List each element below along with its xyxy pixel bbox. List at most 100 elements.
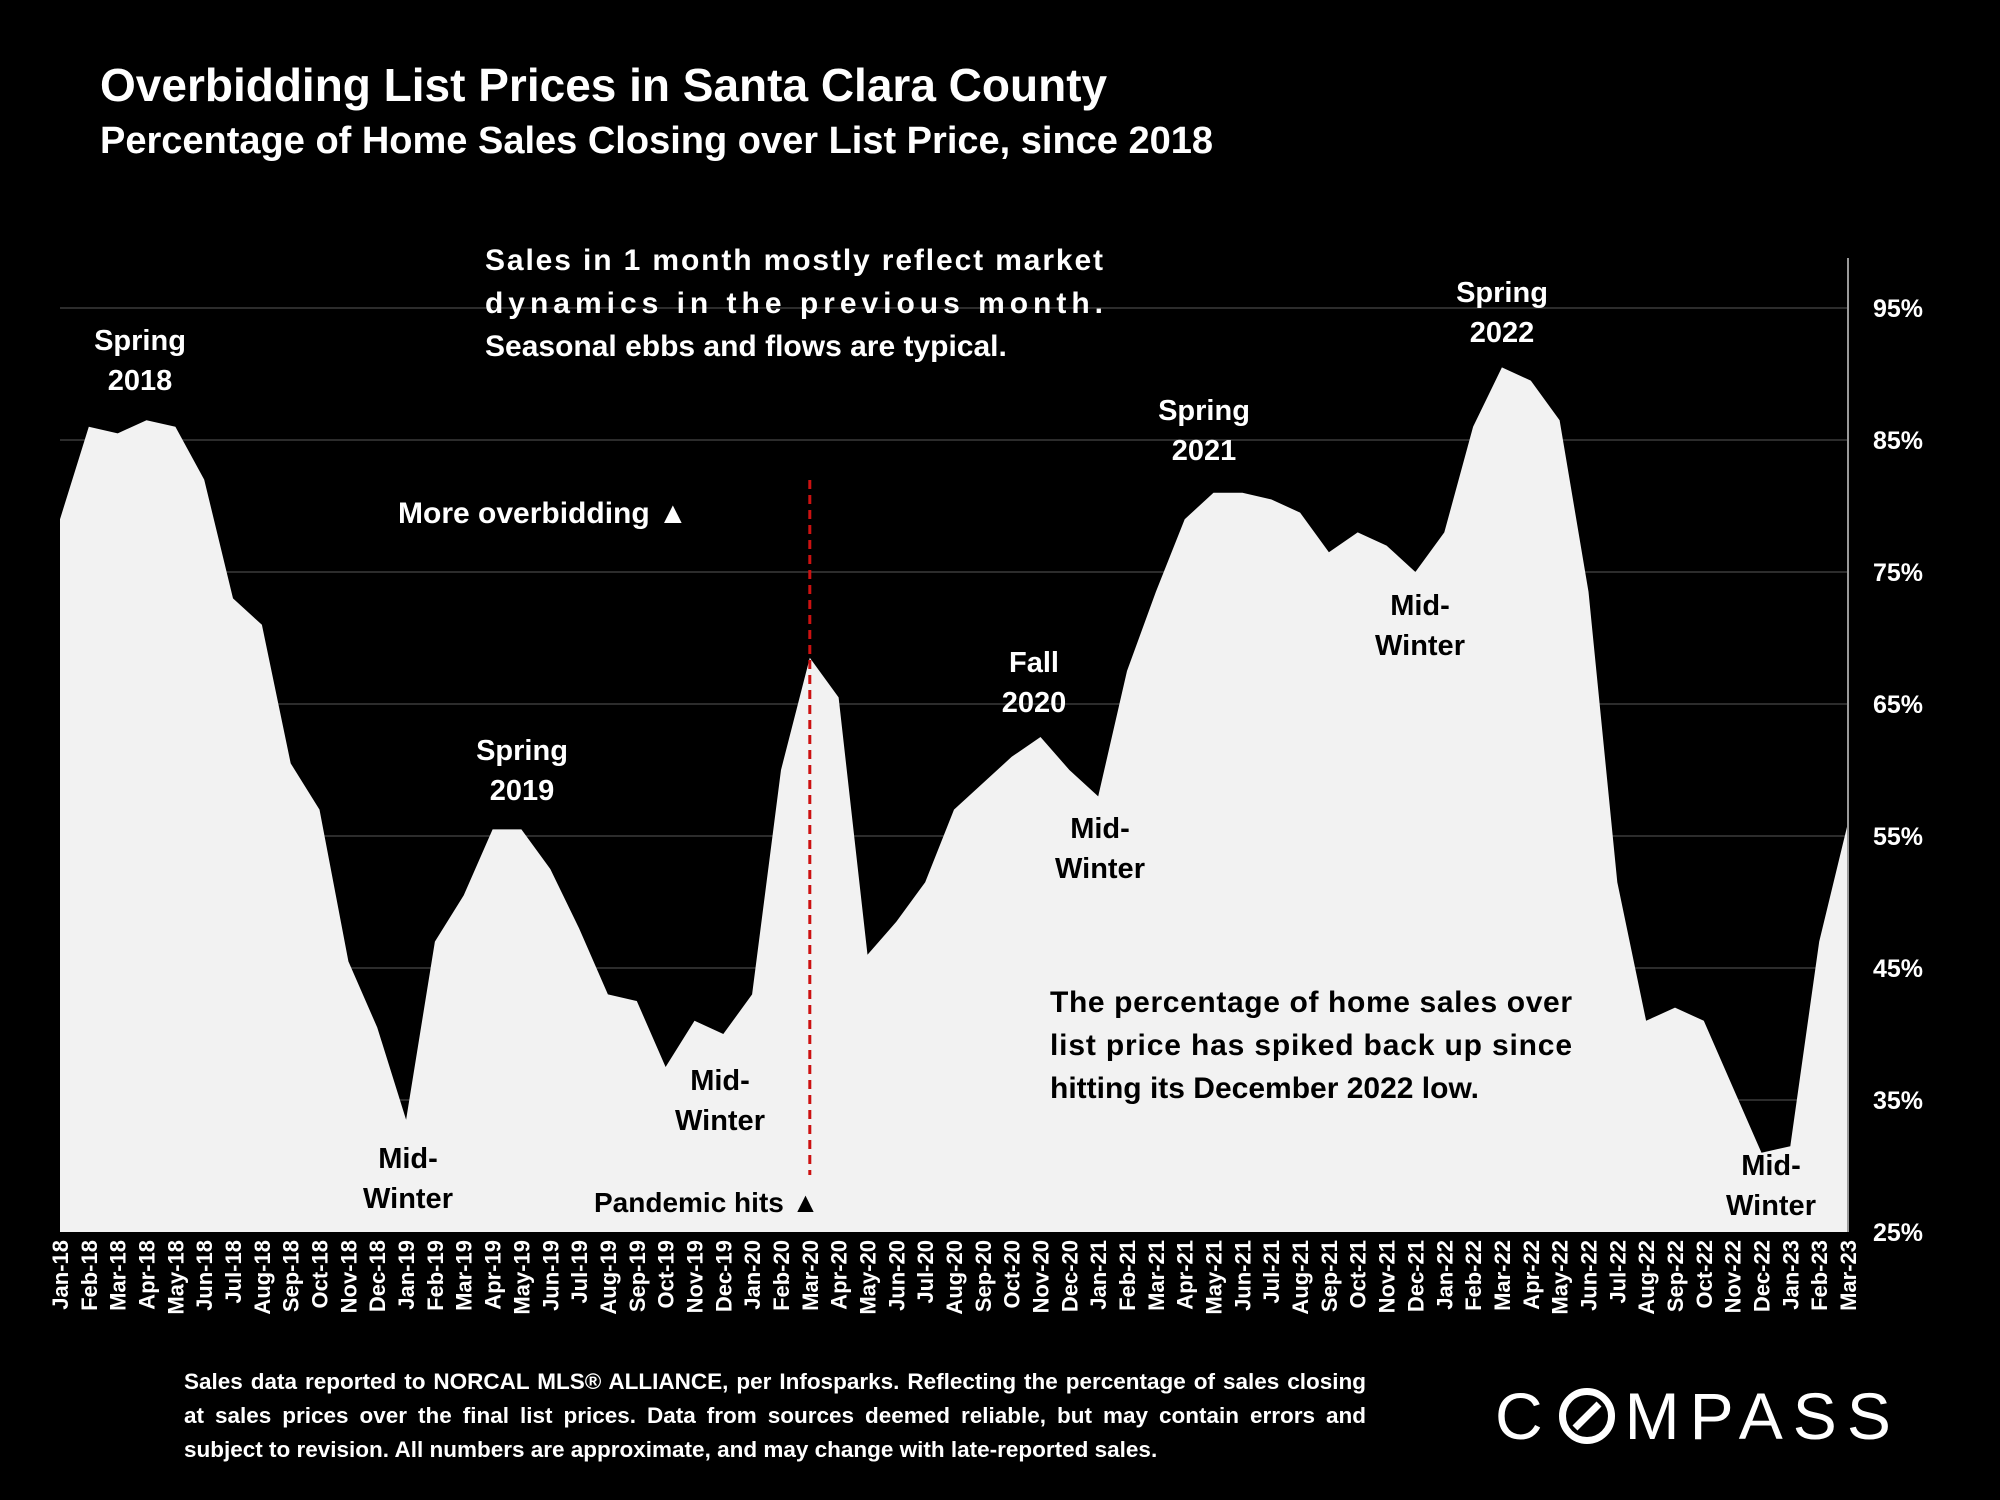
note-top-line: Sales in 1 month mostly reflect market (485, 244, 1103, 277)
source-footnote: Sales data reported to NORCAL MLS® ALLIA… (184, 1369, 1366, 1462)
y-tick-label: 95% (1873, 295, 1923, 323)
x-tick-label: May-22 (1548, 1240, 1573, 1315)
x-tick-label: Sep-19 (625, 1240, 650, 1312)
season-annotations: Spring 2018 Mid- Winter Spring 2019 Mid- Winter… (94, 277, 1816, 1222)
x-tick-label: Aug-18 (250, 1240, 275, 1315)
x-tick-label: Jun-19 (538, 1240, 563, 1311)
x-tick-label: Feb-20 (769, 1240, 794, 1311)
x-tick-label: May-20 (855, 1240, 880, 1315)
y-tick-label: 65% (1873, 691, 1923, 719)
x-tick-label: Oct-19 (654, 1240, 679, 1308)
x-tick-label: Feb-19 (423, 1240, 448, 1311)
x-tick-label: Jan-21 (1086, 1240, 1111, 1310)
annotation-spring2018: 2018 (108, 365, 173, 397)
x-tick-label: Nov-19 (682, 1240, 707, 1313)
x-tick-label: Feb-22 (1461, 1240, 1486, 1311)
x-tick-label: Mar-19 (452, 1240, 477, 1311)
x-tick-label: Feb-23 (1807, 1240, 1832, 1311)
x-tick-label: Jun-18 (192, 1240, 217, 1311)
x-tick-label: Sep-20 (971, 1240, 996, 1312)
x-tick-label: Apr-20 (827, 1240, 852, 1310)
x-tick-label: Dec-21 (1403, 1240, 1428, 1312)
annotation-spring2019: 2019 (490, 775, 555, 807)
x-tick-label: Aug-22 (1634, 1240, 1659, 1315)
x-tick-label: Dec-18 (365, 1240, 390, 1312)
x-tick-label: Dec-19 (711, 1240, 736, 1312)
annotation-midwinter2023: Mid- (1741, 1150, 1801, 1182)
x-tick-label: Feb-21 (1115, 1240, 1140, 1311)
annotation-midwinter2022: Winter (1375, 630, 1465, 662)
annotation-spring2021: 2021 (1172, 435, 1237, 467)
x-tick-label: Aug-20 (942, 1240, 967, 1315)
y-tick-label: 25% (1873, 1219, 1923, 1247)
annotation-midwinter2020: Mid- (690, 1065, 750, 1097)
x-tick-label: May-19 (509, 1240, 534, 1315)
x-tick-label: Nov-21 (1375, 1240, 1400, 1313)
annotation-spring2022: Spring (1456, 277, 1548, 309)
x-tick-label: Mar-22 (1490, 1240, 1515, 1311)
y-tick-label: 55% (1873, 823, 1923, 851)
chart-subtitle: Percentage of Home Sales Closing over Li… (100, 120, 1214, 162)
note-top-line: Seasonal ebbs and flows are typical. (485, 330, 1007, 363)
x-tick-label: May-18 (163, 1240, 188, 1315)
overbid-area-series (60, 367, 1848, 1232)
x-tick-label: Sep-18 (279, 1240, 304, 1312)
x-tick-label: Jul-22 (1605, 1240, 1630, 1304)
x-tick-label: Aug-21 (1288, 1240, 1313, 1315)
y-tick-labels: 25% 35% 45% 55% 65% 75% 85% 95% (1873, 295, 1923, 1247)
area-chart: 25%35%45%55%65%75%85%95% Jan-18 Feb-18 Mar… (48, 244, 1923, 1315)
y-tick-label: 75% (1873, 559, 1923, 587)
annotation-fall2020: Fall (1009, 647, 1059, 679)
note-bottom-line: list price has spiked back up since (1050, 1029, 1572, 1062)
x-tick-label: Aug-19 (596, 1240, 621, 1315)
compass-logo: C MPASS (1495, 1378, 1901, 1454)
y-tick-label: 85% (1873, 427, 1923, 455)
x-tick-label: Oct-20 (1000, 1240, 1025, 1308)
annotation-fall2020: 2020 (1002, 687, 1067, 719)
x-tick-label: Jul-18 (221, 1240, 246, 1304)
x-tick-label: Jun-21 (1230, 1240, 1255, 1311)
x-tick-label: Dec-20 (1057, 1240, 1082, 1312)
x-tick-labels: Jan-18 Feb-18 Mar-18 Apr-18 May-18 Jun-18 Jul-… (48, 1240, 1861, 1315)
x-tick-label: Jan-18 (48, 1240, 73, 1310)
annotation-midwinter2020: Winter (675, 1105, 765, 1137)
note-bottom-line: The percentage of home sales over (1050, 986, 1572, 1019)
annotation-midwinter2021: Mid- (1070, 813, 1130, 845)
annotation-midwinter2021: Winter (1055, 853, 1145, 885)
x-tick-label: Sep-22 (1663, 1240, 1688, 1312)
chart-notes: Sales in 1 month mostly reflect market dy… (398, 244, 1572, 1218)
x-tick-label: Mar-18 (106, 1240, 131, 1311)
annotation-midwinter2019: Mid- (378, 1143, 438, 1175)
note-top-line: dynamics in the previous month. (485, 287, 1103, 320)
annotation-midwinter2023: Winter (1726, 1190, 1816, 1222)
annotation-midwinter2022: Mid- (1390, 590, 1450, 622)
x-tick-label: Mar-20 (798, 1240, 823, 1311)
x-tick-label: Oct-18 (308, 1240, 333, 1308)
x-tick-label: Jun-22 (1576, 1240, 1601, 1311)
x-tick-label: Apr-21 (1173, 1240, 1198, 1310)
x-tick-label: Nov-18 (336, 1240, 361, 1313)
x-tick-label: Jan-22 (1432, 1240, 1457, 1310)
x-tick-label: Apr-18 (135, 1240, 160, 1310)
x-tick-label: Oct-21 (1346, 1240, 1371, 1308)
annotation-spring2019: Spring (476, 735, 568, 767)
annotation-spring2021: Spring (1158, 395, 1250, 427)
logo-text-after: MPASS (1624, 1379, 1901, 1453)
annotation-spring2018: Spring (94, 325, 186, 357)
x-tick-label: Jan-19 (394, 1240, 419, 1310)
x-tick-label: Apr-22 (1519, 1240, 1544, 1310)
x-tick-label: Sep-21 (1317, 1240, 1342, 1312)
chart-title: Overbidding List Prices in Santa Clara C… (100, 59, 1108, 111)
compass-o-icon (1558, 1388, 1615, 1444)
y-tick-label: 35% (1873, 1087, 1923, 1115)
x-tick-label: Mar-21 (1144, 1240, 1169, 1311)
logo-text-before: C (1495, 1379, 1553, 1453)
annotation-spring2022: 2022 (1470, 317, 1535, 349)
x-tick-label: Jul-20 (913, 1240, 938, 1304)
more-overbidding-label: More overbidding ▲ (398, 497, 688, 530)
x-tick-label: Jan-20 (740, 1240, 765, 1310)
x-tick-label: May-21 (1202, 1240, 1227, 1315)
x-tick-label: Nov-20 (1029, 1240, 1054, 1313)
annotation-midwinter2019: Winter (363, 1183, 453, 1215)
pandemic-label: Pandemic hits ▲ (594, 1187, 819, 1218)
